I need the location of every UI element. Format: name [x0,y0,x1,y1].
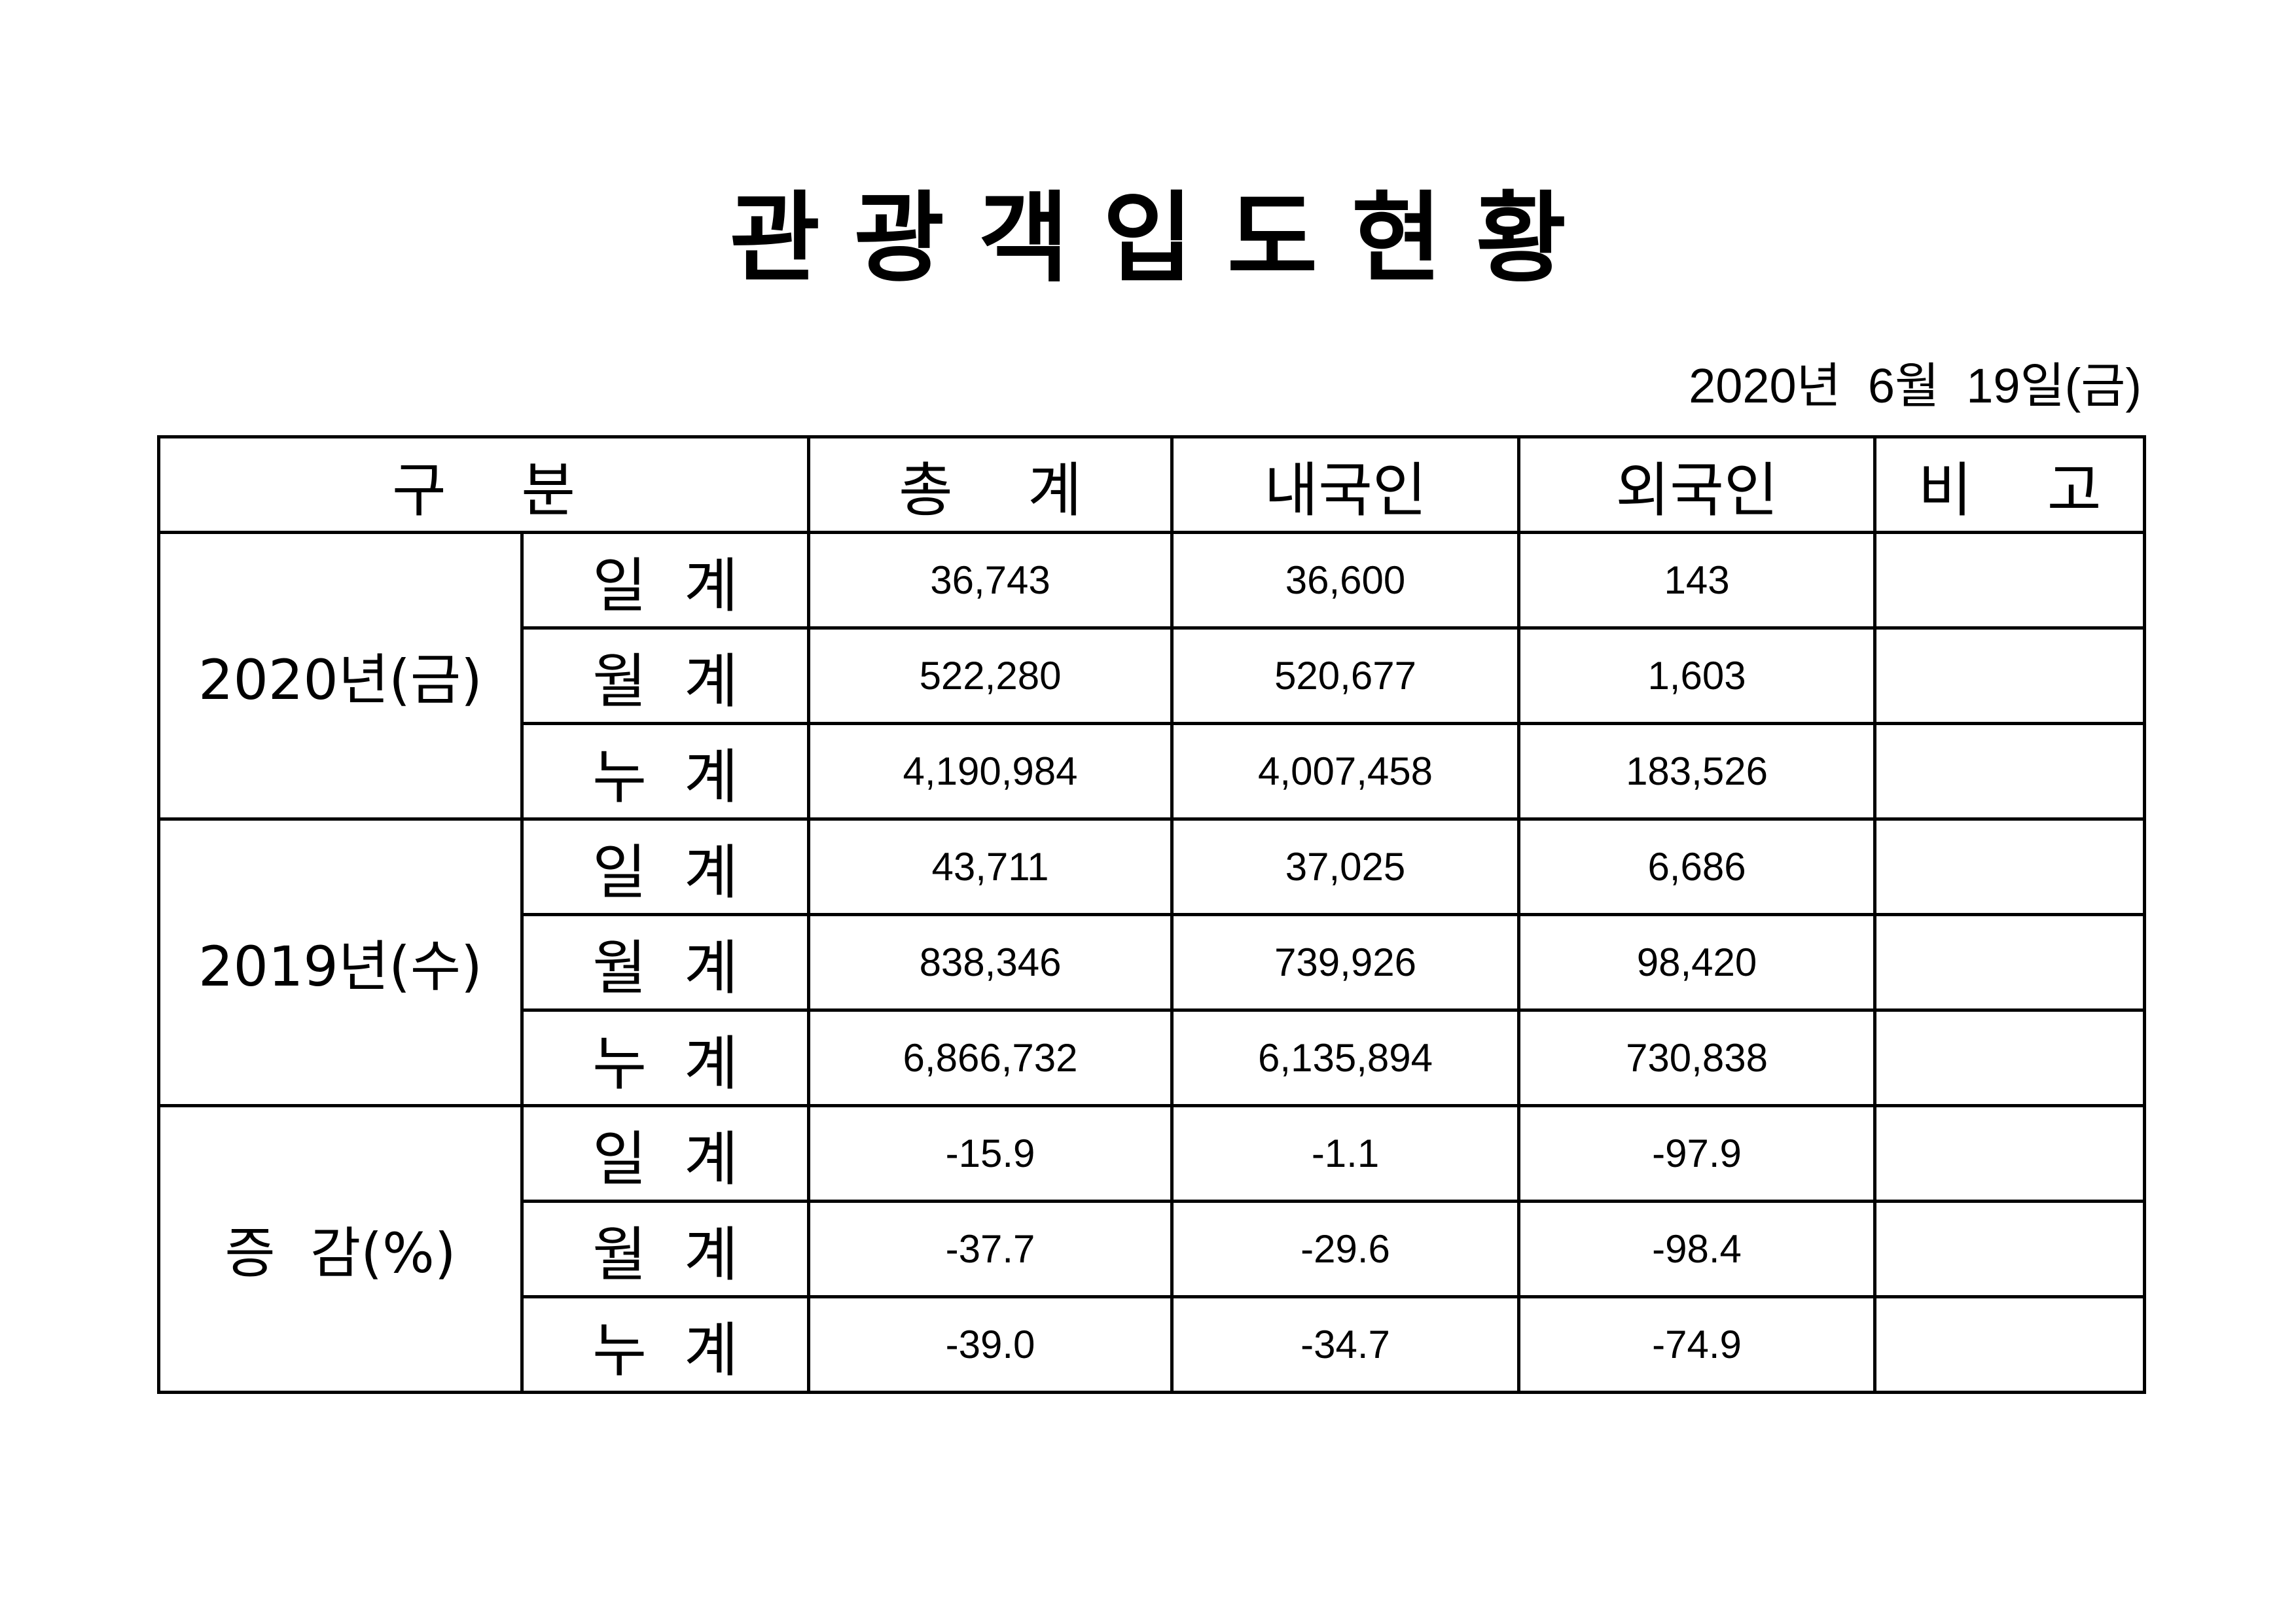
table-row: 누 계 6,866,732 6,135,894 730,838 [159,1008,2147,1107]
sub-label-daily: 일 계 [520,531,811,630]
header-category: 구 분 [156,435,811,534]
cell-total: 522,280 [807,626,1174,725]
cell-total: -39.0 [807,1295,1174,1394]
cell-total: -15.9 [807,1104,1174,1203]
sub-label-cumulative: 누 계 [520,1008,811,1107]
sub-label-monthly: 월 계 [520,626,811,725]
cell-remarks [1873,1008,2147,1107]
table-row: 2020년(금) 일 계 36,743 36,600 143 [157,531,2147,821]
cell-remarks [1873,1104,2147,1203]
cell-domestic: -29.6 [1170,1200,1521,1298]
header-domestic: 내국인 [1170,435,1521,534]
group-label-2020: 2020년(금) [157,531,524,821]
cell-remarks [1873,722,2147,821]
cell-foreign: 183,526 [1517,722,1877,821]
cell-domestic: 520,677 [1170,626,1521,725]
table-row: 월 계 838,346 739,926 98,420 [159,913,2147,1012]
sub-label-cumulative: 누 계 [520,1295,811,1394]
cell-foreign: -74.9 [1517,1295,1877,1394]
cell-foreign: 143 [1517,531,1877,630]
header-remarks: 비 고 [1873,435,2147,534]
sub-label-daily: 일 계 [520,1104,811,1203]
cell-foreign: -98.4 [1517,1200,1877,1298]
cell-total: 43,711 [807,817,1174,916]
sub-label-monthly: 월 계 [520,1200,811,1298]
table-row: 월 계 -37.7 -29.6 -98.4 [159,1200,2147,1298]
header-row: 구 분 총 계 내국인 외국인 비 고 [156,435,2147,534]
cell-domestic: -1.1 [1170,1104,1521,1203]
group-label-2019: 2019년(수) [157,817,524,1107]
cell-foreign: 6,686 [1517,817,1877,916]
cell-domestic: -34.7 [1170,1295,1521,1394]
report-date: 2020년 6월 19일(금) [1689,359,2142,413]
cell-foreign: -97.9 [1517,1104,1877,1203]
sub-label-daily: 일 계 [520,817,811,916]
header-foreign: 외국인 [1517,435,1877,534]
header-total: 총 계 [807,435,1174,534]
cell-remarks [1873,913,2147,1012]
cell-foreign: 1,603 [1517,626,1877,725]
cell-total: -37.7 [807,1200,1174,1298]
table-row: 2019년(수) 일 계 43,711 37,025 6,686 [157,817,2147,1107]
group-label-change-percent: 증 감(%) [157,1104,524,1394]
cell-total: 838,346 [807,913,1174,1012]
cell-domestic: 4,007,458 [1170,722,1521,821]
sub-label-cumulative: 누 계 [520,722,811,821]
page-title: 관광객입도현황 [729,182,1600,296]
table-row: 증 감(%) 일 계 -15.9 -1.1 -97.9 [157,1104,2147,1394]
cell-foreign: 98,420 [1517,913,1877,1012]
cell-total: 36,743 [807,531,1174,630]
cell-domestic: 37,025 [1170,817,1521,916]
cell-foreign: 730,838 [1517,1008,1877,1107]
cell-domestic: 6,135,894 [1170,1008,1521,1107]
table-row: 누 계 -39.0 -34.7 -74.9 [159,1295,2147,1394]
cell-remarks [1873,531,2147,630]
table-row: 누 계 4,190,984 4,007,458 183,526 [159,722,2147,821]
cell-remarks [1873,1200,2147,1298]
cell-domestic: 36,600 [1170,531,1521,630]
cell-domestic: 739,926 [1170,913,1521,1012]
tourist-arrivals-table: 구 분 총 계 내국인 외국인 비 고 2020년(금) 일 계 36,743 … [156,435,2147,1394]
cell-total: 4,190,984 [807,722,1174,821]
table-row: 월 계 522,280 520,677 1,603 [159,626,2147,725]
cell-total: 6,866,732 [807,1008,1174,1107]
cell-remarks [1873,1295,2147,1394]
cell-remarks [1873,626,2147,725]
cell-remarks [1873,817,2147,916]
sub-label-monthly: 월 계 [520,913,811,1012]
